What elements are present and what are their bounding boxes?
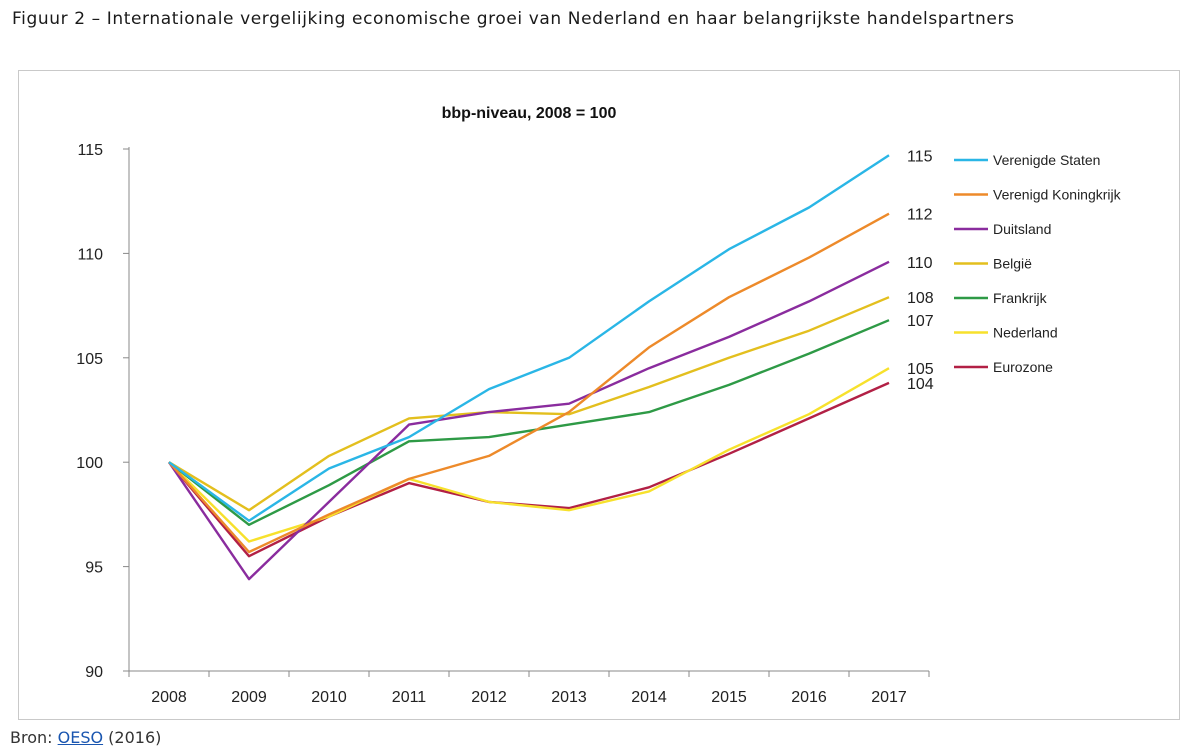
x-tick-label: 2009: [231, 689, 267, 706]
series-line: [168, 367, 890, 543]
chart-frame: bbp-niveau, 2008 = 100 90 95 100 105 110 115 20…: [18, 70, 1180, 720]
y-tick-label: 110: [77, 246, 103, 263]
y-tick-label: 100: [76, 455, 103, 472]
line-chart: bbp-niveau, 2008 = 100 90 95 100 105 110 115 20…: [76, 105, 1122, 706]
end-value-label: 105: [907, 361, 934, 378]
series-line: [168, 260, 890, 581]
end-value-label: 107: [907, 313, 934, 330]
series-line: [168, 154, 890, 522]
source-link[interactable]: OESO: [57, 728, 104, 747]
x-tick-label: 2011: [392, 689, 427, 706]
legend-label: Verenigd Koningkrijk: [993, 187, 1122, 203]
source-prefix: Bron:: [10, 728, 53, 747]
legend-label: Nederland: [993, 325, 1058, 341]
x-tick-label: 2014: [631, 689, 667, 706]
legend-label: Eurozone: [993, 359, 1053, 375]
x-tick-label: 2016: [791, 689, 827, 706]
y-tick-label: 105: [76, 351, 103, 368]
series-line: [168, 212, 890, 554]
end-value-label: 108: [907, 290, 934, 307]
figure-title: Figuur 2 – Internationale vergelijking e…: [12, 9, 1015, 29]
x-tick-label: 2017: [871, 689, 907, 706]
legend-label: Verenigde Staten: [993, 152, 1100, 168]
x-tick-label: 2013: [551, 689, 587, 706]
legend-label: Duitsland: [993, 221, 1051, 237]
chart-title: bbp-niveau, 2008 = 100: [442, 105, 617, 122]
end-value-label: 104: [907, 376, 934, 393]
y-tick-label: 90: [85, 664, 103, 681]
y-tick-label: 95: [85, 560, 103, 577]
legend-label: België: [993, 256, 1032, 272]
y-tick-label: 115: [77, 142, 103, 159]
x-tick-label: 2012: [471, 689, 507, 706]
x-tick-label: 2008: [151, 689, 187, 706]
end-value-label: 112: [907, 207, 933, 224]
legend-label: Frankrijk: [993, 290, 1048, 306]
x-tick-label: 2015: [711, 689, 747, 706]
end-value-label: 110: [907, 255, 933, 272]
series-line: [168, 319, 890, 526]
end-value-label: 115: [907, 148, 933, 165]
source-line: Bron: OESO (2016): [10, 728, 161, 747]
x-tick-label: 2010: [311, 689, 347, 706]
source-year: (2016): [108, 728, 162, 747]
series-line: [168, 296, 890, 512]
